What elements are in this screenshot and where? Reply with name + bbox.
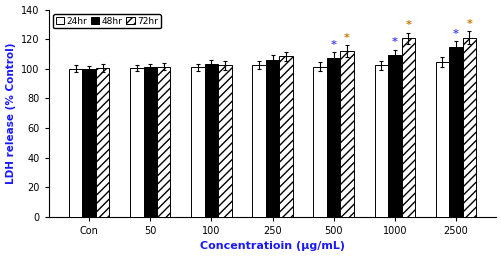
Text: *: *	[330, 40, 336, 50]
Y-axis label: LDH release (% Control): LDH release (% Control)	[6, 42, 16, 184]
Bar	[204, 63, 218, 217]
Bar	[69, 69, 82, 217]
Bar	[340, 51, 353, 217]
Bar	[279, 56, 292, 217]
Text: *: *	[344, 33, 349, 43]
Bar	[266, 60, 279, 217]
Text: *: *	[465, 19, 471, 29]
Bar	[387, 55, 401, 217]
Text: *: *	[391, 37, 397, 47]
Text: *: *	[404, 20, 410, 30]
Bar	[218, 65, 231, 217]
Bar	[143, 67, 157, 217]
Bar	[313, 67, 326, 217]
Bar	[326, 58, 340, 217]
Bar	[448, 47, 462, 217]
Bar	[401, 39, 414, 217]
Legend: 24hr, 48hr, 72hr: 24hr, 48hr, 72hr	[53, 14, 160, 29]
Bar	[82, 69, 96, 217]
Bar	[130, 68, 143, 217]
Bar	[157, 67, 170, 217]
Bar	[252, 65, 266, 217]
X-axis label: Concentratioin (μg/mL): Concentratioin (μg/mL)	[199, 241, 344, 251]
Bar	[191, 67, 204, 217]
Bar	[374, 65, 387, 217]
Bar	[462, 38, 475, 217]
Text: *: *	[452, 29, 458, 39]
Bar	[435, 62, 448, 217]
Bar	[96, 68, 109, 217]
